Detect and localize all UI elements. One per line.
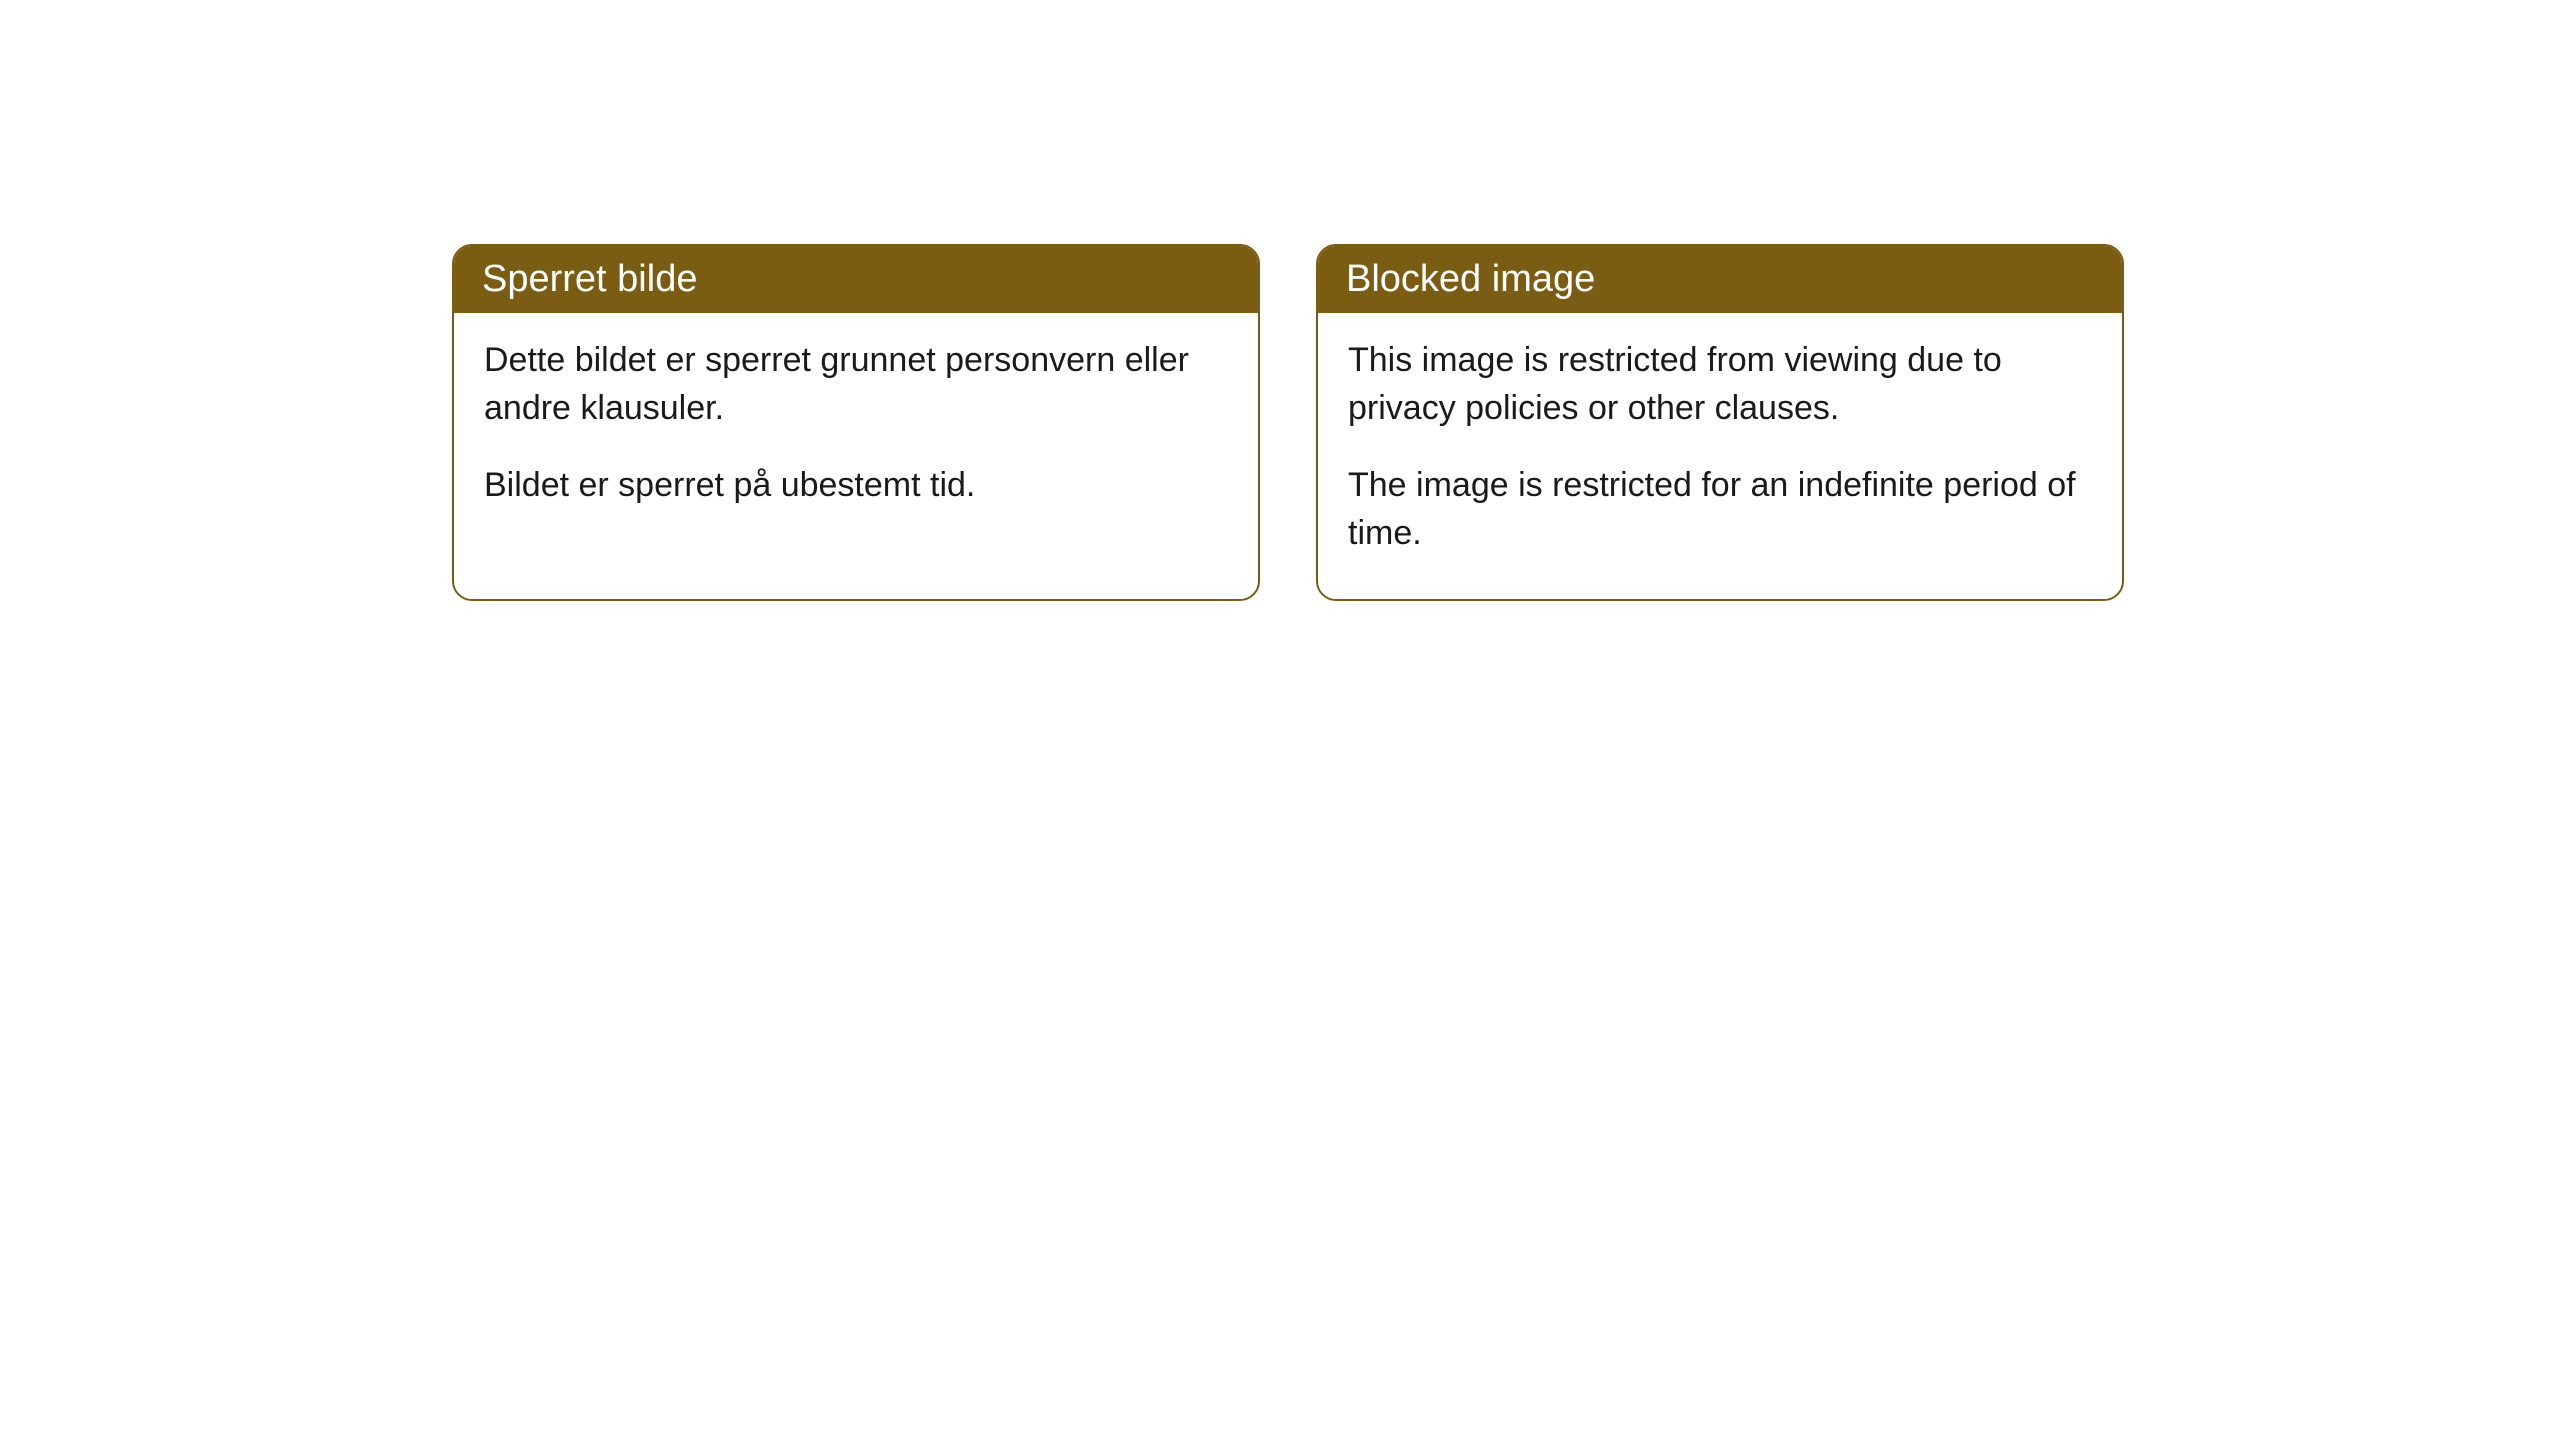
card-paragraph: The image is restricted for an indefinit… xyxy=(1348,462,2092,557)
card-body: This image is restricted from viewing du… xyxy=(1318,313,2122,599)
card-title: Blocked image xyxy=(1346,258,1595,300)
card-body: Dette bildet er sperret grunnet personve… xyxy=(454,313,1258,552)
card-header: Blocked image xyxy=(1318,246,2122,313)
blocked-image-card-english: Blocked image This image is restricted f… xyxy=(1316,244,2124,601)
card-paragraph: Dette bildet er sperret grunnet personve… xyxy=(484,337,1228,432)
cards-container: Sperret bilde Dette bildet er sperret gr… xyxy=(0,0,2560,601)
card-header: Sperret bilde xyxy=(454,246,1258,313)
card-paragraph: This image is restricted from viewing du… xyxy=(1348,337,2092,432)
card-title: Sperret bilde xyxy=(482,258,697,300)
blocked-image-card-norwegian: Sperret bilde Dette bildet er sperret gr… xyxy=(452,244,1260,601)
card-paragraph: Bildet er sperret på ubestemt tid. xyxy=(484,462,1228,510)
